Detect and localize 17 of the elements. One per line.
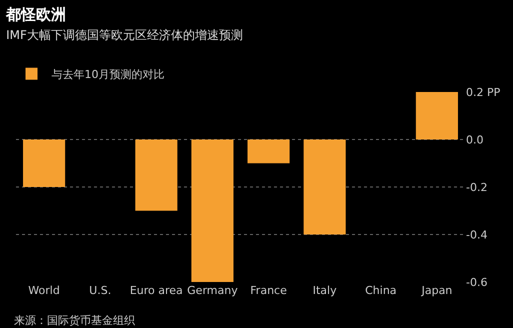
y-tick-label: 0.0 bbox=[466, 133, 484, 146]
source-note: 来源：国际货币基金组织 bbox=[14, 314, 135, 327]
legend-label: 与去年10月预测的对比 bbox=[52, 68, 165, 81]
y-tick-label: -0.6 bbox=[466, 276, 488, 289]
x-tick-label: Japan bbox=[420, 284, 452, 297]
y-tick-label: -0.4 bbox=[466, 228, 488, 242]
x-tick-label: Germany bbox=[187, 284, 238, 297]
x-tick-label: U.S. bbox=[89, 284, 112, 297]
x-tick-label: Euro area bbox=[130, 284, 183, 297]
chart-title: 都怪欧洲 bbox=[5, 6, 66, 24]
y-tick-label: 0.2 PP bbox=[466, 86, 501, 99]
x-tick-label: World bbox=[28, 284, 60, 297]
chart-subtitle: IMF大幅下调德国等欧元区经济体的增速预测 bbox=[6, 28, 243, 42]
x-tick-label: China bbox=[365, 284, 397, 297]
y-tick-label: -0.2 bbox=[466, 180, 488, 194]
x-tick-label: France bbox=[250, 284, 288, 297]
x-tick-label: Italy bbox=[312, 284, 338, 297]
